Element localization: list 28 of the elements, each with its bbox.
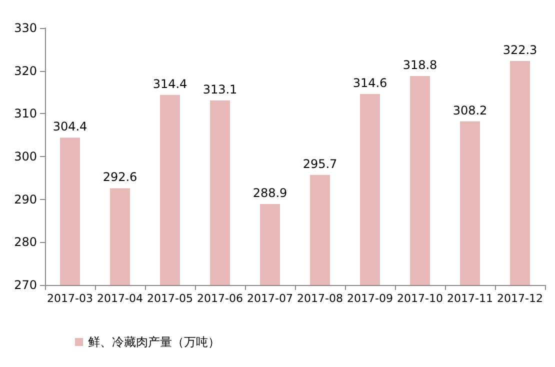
y-tick-label: 330 (14, 21, 37, 35)
data-label: 308.2 (452, 103, 488, 118)
y-tick-label: 290 (14, 192, 37, 206)
data-label: 314.6 (352, 76, 388, 90)
x-tick-label: 2017-09 (347, 292, 393, 305)
y-tick-label: 300 (14, 150, 37, 164)
x-tick-label: 2017-03 (47, 292, 93, 305)
data-label: 318.8 (402, 58, 438, 72)
x-tick-label: 2017-12 (497, 292, 543, 305)
x-tick-label: 2017-11 (447, 292, 493, 305)
x-tick-label: 2017-05 (147, 292, 193, 305)
data-label: 288.9 (252, 186, 288, 200)
data-label: 295.7 (302, 156, 338, 171)
data-label: 313.1 (202, 82, 238, 96)
y-tick-label: 280 (14, 235, 37, 250)
data-label: 292.6 (102, 170, 138, 184)
data-label: 314.4 (152, 76, 188, 91)
data-label: 304.4 (52, 120, 88, 134)
data-label: 322.3 (502, 42, 538, 57)
x-tick-label: 2017-06 (197, 292, 243, 305)
x-tick-label: 2017-07 (247, 292, 293, 305)
y-tick-label: 310 (14, 106, 37, 121)
x-tick-label: 2017-08 (297, 292, 343, 305)
y-tick-label: 270 (14, 278, 37, 292)
x-tick-label: 2017-04 (97, 292, 143, 305)
x-tick-label: 2017-10 (397, 292, 443, 305)
y-tick-label: 320 (14, 64, 37, 78)
legend-label: 鲜、冷藏肉产量（万吨） (88, 335, 220, 349)
